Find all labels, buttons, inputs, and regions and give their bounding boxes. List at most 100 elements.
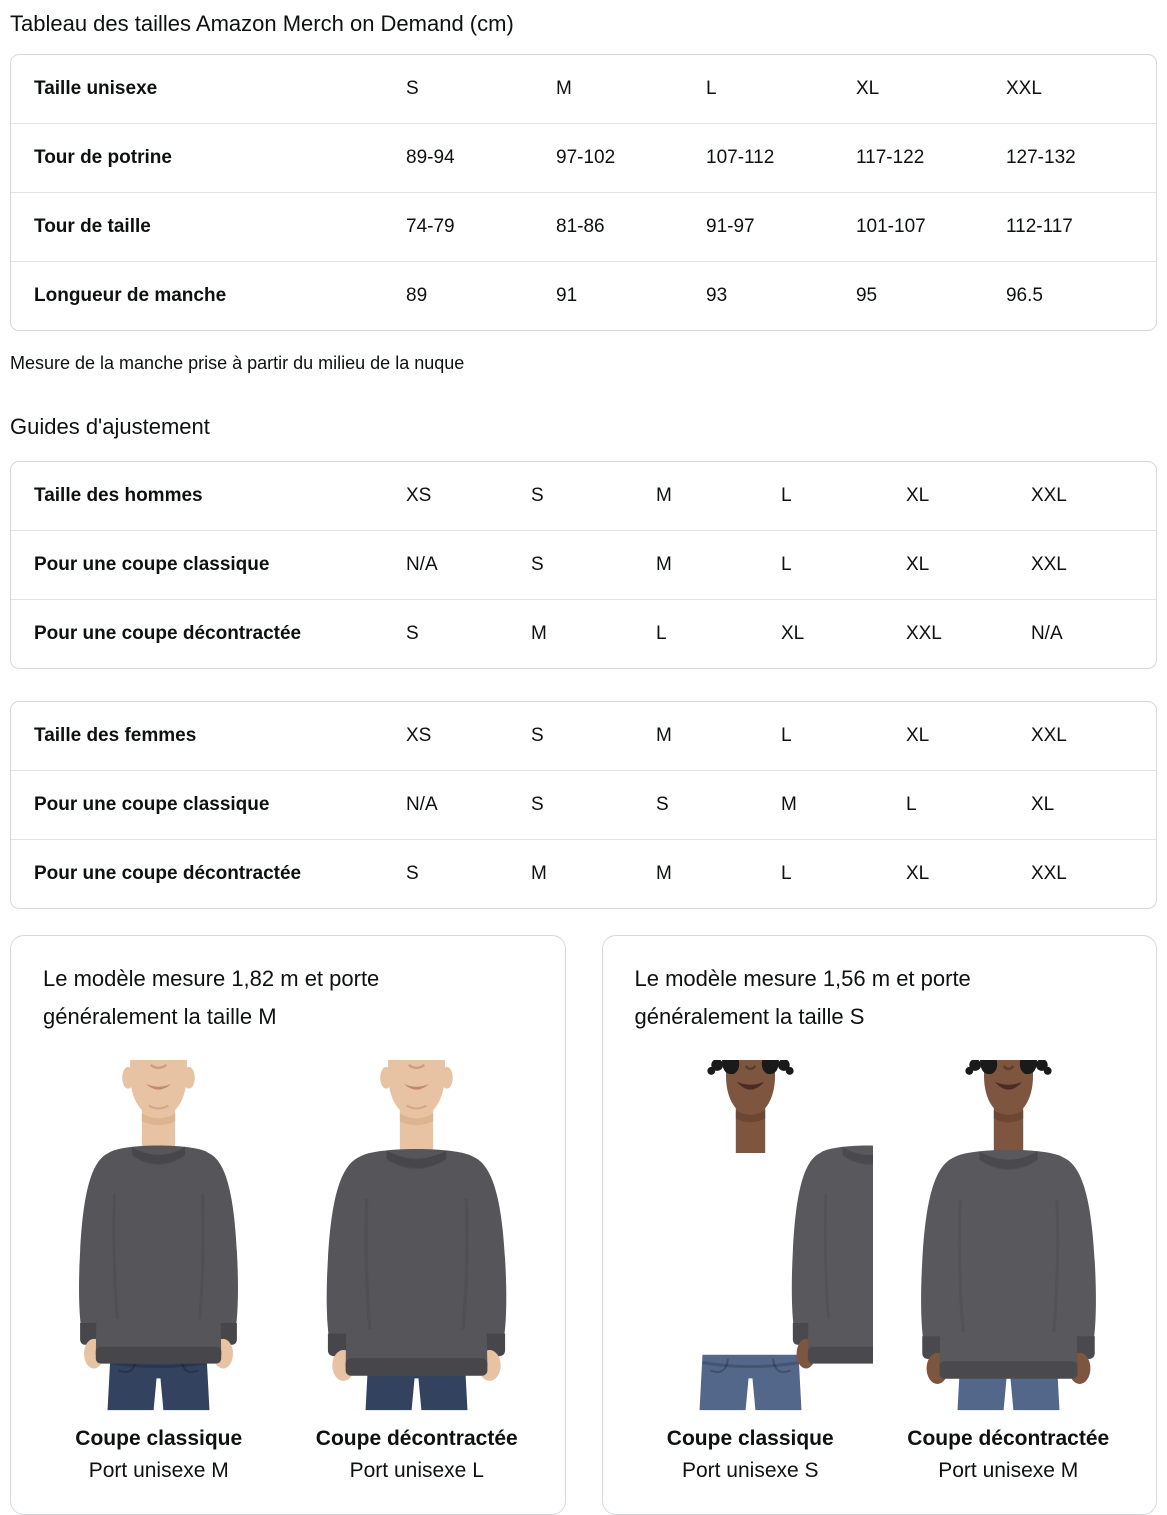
size-cell: L (780, 530, 906, 599)
table-row: Tour de potrine 89-94 97-102 107-112 117… (11, 123, 1156, 192)
row-label: Taille des hommes (34, 485, 203, 506)
sleeve-measure-note: Mesure de la manche prise à partir du mi… (10, 353, 465, 373)
value-cell: 89 (406, 261, 557, 330)
model-figures: Coupe classique Port unisexe S Coupe déc… (621, 1060, 1139, 1484)
table-row: Pour une coupe classique N/A S S M L XL (11, 770, 1156, 839)
size-cell: M (780, 770, 906, 839)
model-cards-row: Le modèle mesure 1,82 m et porte général… (10, 935, 1157, 1515)
size-table: Taille unisexe S M L XL XXL Tour de potr… (10, 54, 1157, 331)
fit-caption: Coupe classique (75, 1427, 243, 1450)
size-cell: L (780, 839, 906, 908)
size-cell: N/A (1030, 599, 1156, 668)
size-cell: M (530, 839, 656, 908)
size-cell: N/A (405, 770, 531, 839)
table-row: Longueur de manche 89 91 93 95 96.5 (11, 261, 1156, 330)
sweatshirt-graphic (327, 1149, 507, 1381)
size-cell: XS (405, 725, 432, 746)
size-cell: S (405, 839, 531, 908)
size-cell: XL (855, 78, 880, 99)
size-caption: Port unisexe L (349, 1459, 484, 1482)
model-card-women: Le modèle mesure 1,56 m et porte général… (601, 935, 1157, 1515)
size-cell: S (405, 599, 531, 668)
value-cell: 107-112 (706, 123, 856, 192)
sweatshirt-graphic (77, 1143, 241, 1371)
women-fit-table: Taille des femmes XS S M L XL XXL Pour u… (10, 701, 1157, 909)
model-figures: Coupe classique Port unisexe M Coupe déc… (29, 1060, 547, 1484)
table-row: Taille des femmes XS S M L XL XXL (11, 702, 1156, 770)
sweatshirt-graphic (921, 1150, 1096, 1384)
table-row: Tour de taille 74-79 81-86 91-97 101-107… (11, 192, 1156, 261)
size-caption: Port unisexe S (681, 1459, 819, 1482)
model-figure-relaxed: Coupe décontractée Port unisexe L (294, 1060, 540, 1484)
value-cell: 101-107 (855, 192, 1006, 261)
size-cell: XL (780, 599, 906, 668)
size-cell: XXL (905, 599, 1031, 668)
model-card-heading: Le modèle mesure 1,82 m et porte général… (43, 966, 380, 1029)
men-fit-table-wrap: Taille des hommes XS S M L XL XXL Pour u… (10, 461, 1157, 669)
fit-caption: Coupe classique (666, 1427, 834, 1450)
table-row: Taille unisexe S M L XL XXL (11, 55, 1156, 123)
value-cell: 93 (706, 261, 856, 330)
table-row: Pour une coupe décontractée S M M L XL X… (11, 839, 1156, 908)
value-cell: 117-122 (855, 123, 1006, 192)
size-cell: M (655, 530, 781, 599)
model-photo-male-relaxed-fit (294, 1060, 540, 1416)
size-cell: M (655, 485, 672, 506)
row-label: Pour une coupe décontractée (11, 599, 406, 668)
sweatshirt-graphic (789, 1143, 873, 1371)
size-cell: M (530, 599, 656, 668)
size-cell: XL (905, 485, 930, 506)
value-cell: 74-79 (406, 192, 557, 261)
size-cell: XXL (1030, 530, 1156, 599)
value-cell: 81-86 (556, 192, 706, 261)
size-cell: XL (905, 839, 1031, 908)
model-card-heading: Le modèle mesure 1,56 m et porte général… (634, 966, 971, 1029)
size-cell: XL (1030, 770, 1156, 839)
size-cell: XL (905, 725, 930, 746)
fit-caption: Coupe décontractée (907, 1427, 1110, 1450)
row-label: Longueur de manche (11, 261, 407, 330)
page-title: Tableau des tailles Amazon Merch on Dema… (10, 11, 514, 36)
size-cell: S (406, 78, 419, 99)
value-cell: 91-97 (706, 192, 856, 261)
size-cell: S (655, 770, 781, 839)
size-cell: L (655, 599, 781, 668)
size-cell: S (530, 530, 656, 599)
size-cell: N/A (405, 530, 531, 599)
size-cell: L (780, 485, 792, 506)
value-cell: 89-94 (406, 123, 557, 192)
row-label: Taille des femmes (34, 725, 197, 746)
value-cell: 127-132 (1005, 123, 1156, 192)
value-cell: 95 (855, 261, 1006, 330)
row-label: Pour une coupe classique (11, 770, 406, 839)
model-figure-classic: Coupe classique Port unisexe M (36, 1060, 282, 1484)
size-cell: L (780, 725, 792, 746)
size-caption: Port unisexe M (88, 1459, 229, 1482)
row-label: Pour une coupe décontractée (11, 839, 406, 908)
size-cell: L (905, 770, 1031, 839)
size-cell: XS (405, 485, 432, 506)
size-cell: XXL (1005, 78, 1042, 99)
model-figure-relaxed: Coupe décontractée Port unisexe M (885, 1060, 1131, 1484)
row-label: Tour de potrine (11, 123, 407, 192)
table-row: Taille des hommes XS S M L XL XXL (11, 462, 1156, 530)
model-photo-female-relaxed-fit (885, 1060, 1131, 1416)
size-cell: XL (905, 530, 1031, 599)
size-cell: M (655, 725, 672, 746)
model-figure-classic: Coupe classique Port unisexe S (627, 1060, 873, 1484)
row-label: Tour de taille (11, 192, 407, 261)
table-row: Pour une coupe décontractée S M L XL XXL… (11, 599, 1156, 668)
value-cell: 91 (556, 261, 706, 330)
size-cell: M (655, 839, 781, 908)
size-caption: Port unisexe M (938, 1459, 1079, 1482)
value-cell: 97-102 (556, 123, 706, 192)
row-label: Pour une coupe classique (11, 530, 406, 599)
size-cell: XXL (1030, 485, 1067, 506)
model-photo-female-classic-fit (627, 1060, 873, 1416)
size-cell: S (530, 770, 656, 839)
size-cell: S (530, 485, 544, 506)
value-cell: 112-117 (1005, 192, 1156, 261)
fit-guides-heading: Guides d'ajustement (10, 414, 210, 439)
model-card-men: Le modèle mesure 1,82 m et porte général… (10, 935, 566, 1515)
